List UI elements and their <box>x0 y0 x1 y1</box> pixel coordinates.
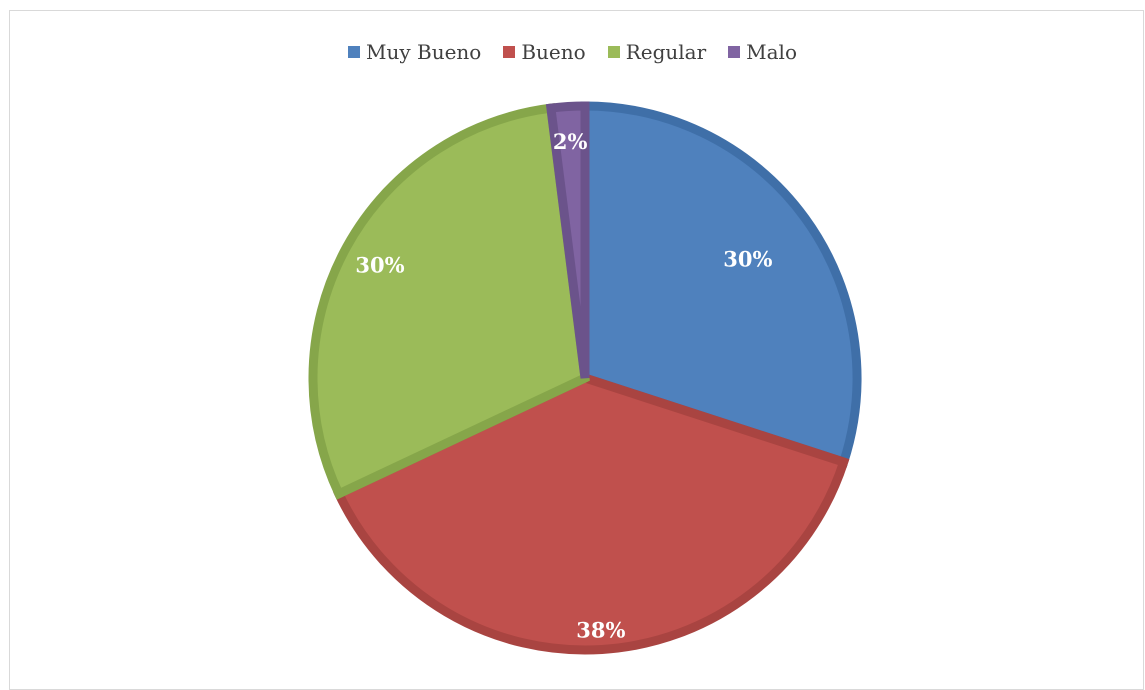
data-label-malo: 2% <box>553 129 588 154</box>
data-label-bueno: 38% <box>576 617 625 642</box>
data-label-regular: 30% <box>355 252 404 277</box>
data-label-muy-bueno: 30% <box>723 247 772 272</box>
